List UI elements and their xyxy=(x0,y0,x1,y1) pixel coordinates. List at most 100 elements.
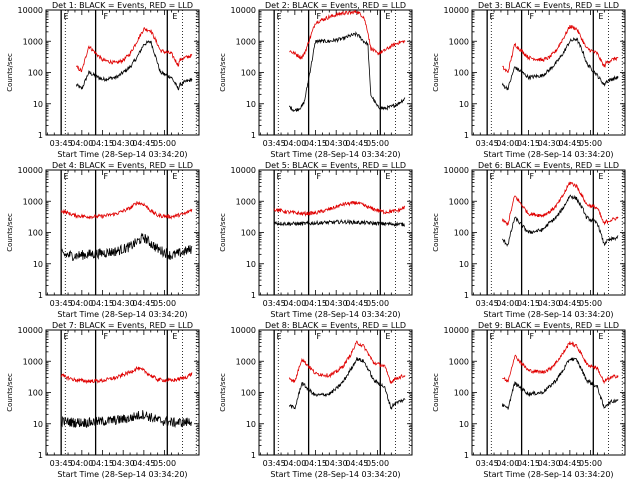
flag-label: E xyxy=(64,172,69,181)
series-events-black xyxy=(288,31,406,113)
series-events-black xyxy=(288,357,406,410)
panel-det-2: Det 2: BLACK = Events, RED = LLD Counts/s… xyxy=(219,1,413,159)
series-lld-red xyxy=(60,200,193,220)
x-tick-label: 03:45 xyxy=(263,459,286,468)
y-tick-label: 100 xyxy=(241,229,256,238)
y-tick-label: 10000 xyxy=(18,326,43,335)
x-tick-label: 04:45 xyxy=(558,459,581,468)
y-tick-label: 1 xyxy=(251,131,256,140)
x-tick-label: 04:15 xyxy=(517,459,540,468)
y-axis-label: Counts/sec xyxy=(432,53,440,92)
y-tick-label: 1000 xyxy=(23,37,43,46)
flag-label: F xyxy=(317,12,322,21)
flag-label: E xyxy=(277,332,282,341)
y-tick-label: 1000 xyxy=(449,357,469,366)
x-tick-label: 04:15 xyxy=(304,459,327,468)
x-tick-label: 03:45 xyxy=(476,459,499,468)
chart-title: Det 5: BLACK = Events, RED = LLD xyxy=(265,161,406,170)
series-lld-red xyxy=(288,340,406,384)
flag-label: E xyxy=(598,332,603,341)
y-tick-label: 10 xyxy=(246,420,256,429)
x-tick-label: 05:00 xyxy=(366,139,389,148)
series-events-black xyxy=(273,218,406,227)
y-tick-label: 10000 xyxy=(231,6,256,15)
y-axis-label: Counts/sec xyxy=(6,53,14,92)
x-tick-label: 04:15 xyxy=(91,139,114,148)
x-tick-label: 04:00 xyxy=(283,139,306,148)
flag-label: F xyxy=(104,332,109,341)
x-tick-label: 04:15 xyxy=(304,139,327,148)
x-tick-label: 04:15 xyxy=(517,299,540,308)
x-axis-label: Start Time (28-Sep-14 03:34:20) xyxy=(270,310,400,319)
flag-label: F xyxy=(104,172,109,181)
y-tick-label: 10000 xyxy=(231,166,256,175)
y-axis-label: Counts/sec xyxy=(432,213,440,252)
x-axis-label: Start Time (28-Sep-14 03:34:20) xyxy=(270,150,400,159)
x-axis-label: Start Time (28-Sep-14 03:34:20) xyxy=(270,470,400,479)
x-tick-label: 03:45 xyxy=(50,459,73,468)
x-tick-label: 05:00 xyxy=(579,459,602,468)
flag-label: E xyxy=(64,332,69,341)
flag-label: E xyxy=(385,332,390,341)
x-tick-label: 04:30 xyxy=(112,139,135,148)
panel-det-9: Det 9: BLACK = Events, RED = LLD Counts/s… xyxy=(432,321,626,479)
x-tick-label: 04:30 xyxy=(538,299,561,308)
x-tick-label: 05:00 xyxy=(366,299,389,308)
plot-frame xyxy=(471,329,626,456)
x-tick-label: 04:30 xyxy=(112,459,135,468)
y-tick-label: 10 xyxy=(33,260,43,269)
x-tick-label: 04:00 xyxy=(496,299,519,308)
y-tick-label: 10000 xyxy=(18,166,43,175)
series-events-black xyxy=(60,232,193,261)
x-tick-label: 04:00 xyxy=(70,459,93,468)
x-tick-label: 04:15 xyxy=(304,299,327,308)
y-tick-label: 10000 xyxy=(18,6,43,15)
series-events-black xyxy=(60,410,192,429)
x-tick-label: 04:15 xyxy=(517,139,540,148)
flag-label: E xyxy=(277,172,282,181)
x-tick-label: 04:30 xyxy=(325,459,348,468)
y-tick-label: 10000 xyxy=(444,326,469,335)
x-tick-label: 04:45 xyxy=(558,299,581,308)
x-tick-label: 04:30 xyxy=(538,139,561,148)
flag-label: E xyxy=(385,172,390,181)
y-tick-label: 1000 xyxy=(449,197,469,206)
flag-label: F xyxy=(530,172,535,181)
flag-label: E xyxy=(172,172,177,181)
flag-label: E xyxy=(64,12,69,21)
y-tick-label: 100 xyxy=(454,69,469,78)
x-tick-label: 05:00 xyxy=(153,459,176,468)
y-tick-label: 10 xyxy=(246,100,256,109)
y-tick-label: 10 xyxy=(459,100,469,109)
y-tick-label: 10000 xyxy=(231,326,256,335)
chart-title: Det 7: BLACK = Events, RED = LLD xyxy=(52,321,193,330)
y-tick-label: 100 xyxy=(28,389,43,398)
chart-title: Det 4: BLACK = Events, RED = LLD xyxy=(52,161,193,170)
flag-label: E xyxy=(490,12,495,21)
series-lld-red xyxy=(60,365,193,385)
x-tick-label: 05:00 xyxy=(153,139,176,148)
y-tick-label: 100 xyxy=(28,69,43,78)
x-tick-label: 05:00 xyxy=(579,139,602,148)
series-events-black xyxy=(75,40,193,91)
series-events-black xyxy=(501,357,619,410)
x-tick-label: 04:45 xyxy=(558,139,581,148)
x-tick-label: 04:45 xyxy=(345,459,368,468)
series-lld-red xyxy=(273,200,406,217)
y-tick-label: 1000 xyxy=(236,197,256,206)
panel-det-3: Det 3: BLACK = Events, RED = LLD Counts/s… xyxy=(432,1,626,159)
y-axis-label: Counts/sec xyxy=(219,373,227,412)
x-tick-label: 04:15 xyxy=(91,299,114,308)
x-tick-label: 04:30 xyxy=(112,299,135,308)
panel-det-8: Det 8: BLACK = Events, RED = LLD Counts/s… xyxy=(219,321,413,479)
series-events-black xyxy=(501,194,619,248)
y-axis-label: Counts/sec xyxy=(6,373,14,412)
y-tick-label: 1000 xyxy=(23,197,43,206)
y-tick-label: 10000 xyxy=(444,6,469,15)
y-tick-label: 1 xyxy=(464,291,469,300)
series-lld-red xyxy=(75,27,193,73)
flag-label: F xyxy=(317,172,322,181)
x-axis-label: Start Time (28-Sep-14 03:34:20) xyxy=(483,470,613,479)
x-axis-label: Start Time (28-Sep-14 03:34:20) xyxy=(57,470,187,479)
